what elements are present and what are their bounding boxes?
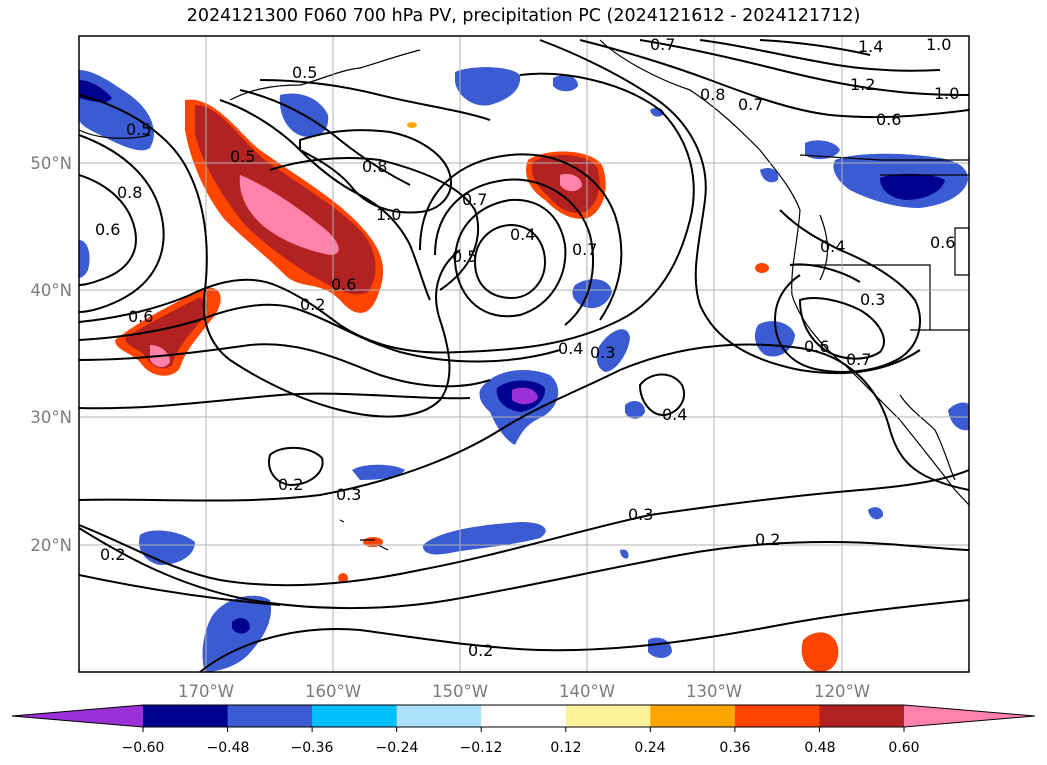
lon-label: 140°W (559, 682, 615, 701)
colorbar-cell (312, 705, 398, 727)
latitude-labels: 50°N 40°N 30°N 20°N (30, 154, 72, 555)
colorbar-cell (650, 705, 736, 727)
colorbar-tick-label: −0.48 (207, 740, 250, 756)
contour-label: 0.2 (100, 545, 125, 564)
contour-label: 0.7 (846, 350, 871, 369)
colorbar-tick-label: 0.24 (634, 740, 665, 756)
longitude-labels: 170°W 160°W 150°W 140°W 130°W 120°W (178, 682, 870, 701)
contour-label: 0.2 (755, 530, 780, 549)
contour-label: 0.8 (117, 183, 142, 202)
contour-label: 0.7 (462, 190, 487, 209)
contour-label: 0.4 (510, 225, 535, 244)
contour-label: 0.3 (628, 505, 653, 524)
colorbar-tick-label: −0.12 (460, 740, 503, 756)
colorbar-cell (396, 705, 482, 727)
contour-label: 0.7 (738, 95, 763, 114)
contour-label: 1.0 (926, 35, 951, 54)
contour-label: 0.5 (292, 63, 317, 82)
contour-label: 0.4 (662, 405, 687, 424)
contour-label: 0.8 (700, 85, 725, 104)
contour-label: 0.6 (128, 307, 153, 326)
colorbar-cell (904, 705, 1035, 727)
lon-label: 120°W (814, 682, 870, 701)
contour-label: 0.6 (804, 337, 829, 356)
contour-label: 0.2 (300, 295, 325, 314)
colorbar-cell (143, 705, 229, 727)
contour-label: 1.0 (376, 205, 401, 224)
contour-label: 0.2 (278, 475, 303, 494)
colorbar-tick-label: −0.60 (122, 740, 165, 756)
lon-label: 130°W (686, 682, 742, 701)
lat-label: 40°N (30, 281, 72, 300)
colorbar-tick-label: 0.48 (804, 740, 835, 756)
colorbar-cell (819, 705, 905, 727)
contour-label: 0.5 (230, 147, 255, 166)
lat-label: 20°N (30, 536, 72, 555)
contour-label: 0.7 (572, 240, 597, 259)
colorbar-tick-label: −0.36 (291, 740, 334, 756)
colorbar-tick-label: 0.36 (719, 740, 750, 756)
colorbar: −0.60 −0.48 −0.36 −0.24 −0.12 0.12 0.24 … (11, 704, 1036, 756)
map-frame (78, 35, 970, 673)
contour-labels: 0.5 0.5 0.5 0.6 0.7 0.8 0.8 0.6 0.6 0.2 … (95, 35, 959, 660)
lon-label: 170°W (178, 682, 234, 701)
contour-label: 1.4 (858, 37, 883, 56)
map-title: 2024121300 F060 700 hPa PV, precipitatio… (186, 6, 861, 26)
colorbar-cell (481, 705, 567, 727)
precip-fill-layer (79, 67, 969, 672)
contour-label: 0.3 (336, 485, 361, 504)
contour-label: 0.3 (860, 290, 885, 309)
contour-label: 0.6 (876, 110, 901, 129)
colorbar-tick-label: 0.60 (888, 740, 919, 756)
colorbar-cell (565, 705, 651, 727)
contour-label: 0.6 (95, 220, 120, 239)
lon-label: 160°W (305, 682, 361, 701)
colorbar-tick-label: 0.12 (550, 740, 581, 756)
colorbar-cells (12, 705, 1035, 727)
contour-label: 0.5 (126, 120, 151, 139)
contour-label: 0.6 (930, 233, 955, 252)
contour-label: 0.5 (452, 247, 477, 266)
contour-label: 0.7 (650, 35, 675, 54)
contour-label: 0.4 (558, 339, 583, 358)
contour-label: 0.4 (820, 237, 845, 256)
contour-label: 0.2 (468, 641, 493, 660)
contour-label: 0.3 (590, 343, 615, 362)
colorbar-cell (12, 705, 143, 727)
colorbar-cell (227, 705, 313, 727)
lon-label: 150°W (432, 682, 488, 701)
lat-label: 50°N (30, 154, 72, 173)
contour-label: 1.0 (934, 84, 959, 103)
pv-contour-layer (79, 39, 969, 672)
lat-label: 30°N (30, 408, 72, 427)
contour-label: 1.2 (850, 75, 875, 94)
colorbar-tick-label: −0.24 (376, 740, 419, 756)
colorbar-cell (734, 705, 820, 727)
colorbar-ticks: −0.60 −0.48 −0.36 −0.24 −0.12 0.12 0.24 … (122, 727, 920, 756)
contour-label: 0.6 (331, 275, 356, 294)
contour-label: 0.8 (362, 157, 387, 176)
